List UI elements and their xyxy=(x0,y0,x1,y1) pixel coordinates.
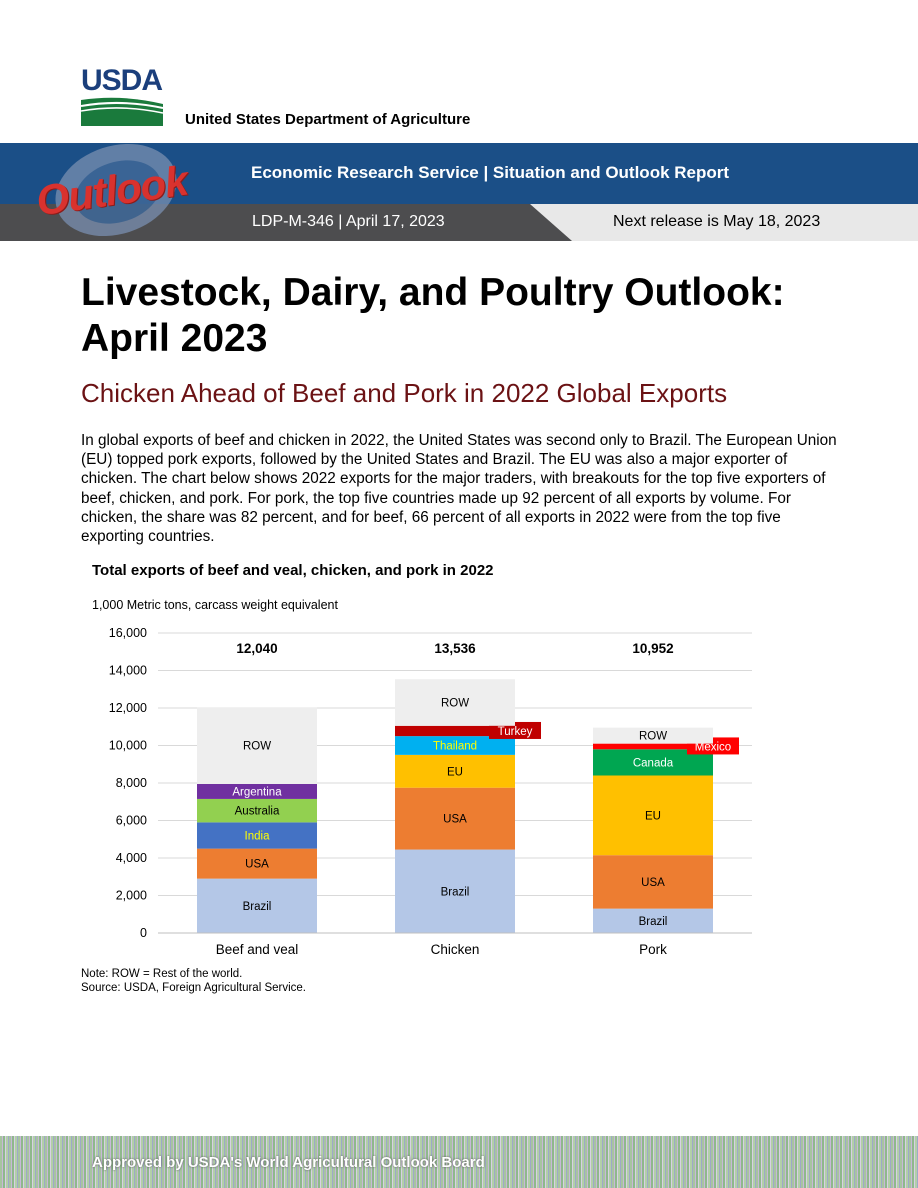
bar-segment xyxy=(593,743,713,750)
segment-label: USA xyxy=(641,877,665,889)
total-label: 12,040 xyxy=(236,641,277,656)
y-tick-label: 12,000 xyxy=(109,701,147,715)
y-tick-label: 4,000 xyxy=(116,851,147,865)
footer-text: Approved by USDA's World Agricultural Ou… xyxy=(92,1154,485,1171)
chart-title: Total exports of beef and veal, chicken,… xyxy=(92,562,494,579)
bar-segment xyxy=(395,754,515,788)
bar-segment xyxy=(593,908,713,933)
segment-label: Turkey xyxy=(498,726,533,738)
segment-label: USA xyxy=(245,859,269,871)
y-tick-label: 14,000 xyxy=(109,664,147,678)
segment-label: Brazil xyxy=(639,916,668,928)
chart-y-axis-label: 1,000 Metric tons, carcass weight equiva… xyxy=(92,598,338,612)
segment-label: EU xyxy=(447,766,463,778)
usda-logo: USDA xyxy=(81,66,165,126)
usda-logo-text: USDA xyxy=(81,64,163,97)
footer-band xyxy=(0,1136,918,1188)
bar-segment xyxy=(395,736,515,755)
y-tick-label: 10,000 xyxy=(109,739,147,753)
total-label: 13,536 xyxy=(434,641,476,656)
segment-label: ROW xyxy=(639,731,667,743)
article-body: In global exports of beef and chicken in… xyxy=(81,432,837,546)
bar-segment xyxy=(197,822,317,849)
chart-notes: Note: ROW = Rest of the world. Source: U… xyxy=(81,967,306,995)
page-title: Livestock, Dairy, and Poultry Outlook: A… xyxy=(81,271,785,360)
chart-source: Source: USDA, Foreign Agricultural Servi… xyxy=(81,982,306,994)
y-tick-label: 0 xyxy=(140,926,147,940)
bar-segment xyxy=(197,878,317,933)
article-subtitle: Chicken Ahead of Beef and Pork in 2022 G… xyxy=(81,378,728,408)
y-tick-label: 8,000 xyxy=(116,776,147,790)
bar-segment xyxy=(395,787,515,850)
segment-label: Argentina xyxy=(232,786,282,798)
next-release-date: Next release is May 18, 2023 xyxy=(613,213,821,230)
bar-segment xyxy=(197,707,317,784)
usda-swoosh-icon xyxy=(81,97,163,126)
segment-label: Mexico xyxy=(695,741,731,753)
bar-segment xyxy=(197,848,317,879)
segment-label: ROW xyxy=(243,741,271,753)
outlook-logo-icon xyxy=(55,143,177,237)
segment-label: Thailand xyxy=(433,741,477,753)
bar-segment xyxy=(197,783,317,799)
bar-segment xyxy=(395,849,515,933)
segment-label: Australia xyxy=(235,806,280,818)
callout-box xyxy=(489,721,541,739)
bar-segment xyxy=(395,725,515,737)
segment-label: Brazil xyxy=(441,886,470,898)
bar-segment xyxy=(197,798,317,823)
segment-label: Brazil xyxy=(243,901,272,913)
segment-label: ROW xyxy=(441,698,469,710)
segment-label: India xyxy=(245,831,271,843)
chart-note: Note: ROW = Rest of the world. xyxy=(81,968,243,980)
x-tick-label: Chicken xyxy=(431,942,480,957)
total-label: 10,952 xyxy=(632,641,673,656)
report-id: LDP-M-346 | April 17, 2023 xyxy=(252,213,445,230)
stacked-bar-chart: 0 2,000 4,000 6,000 8,000 10,000 12,000 14,000 1… xyxy=(109,626,752,957)
segment-label: USA xyxy=(443,814,467,826)
y-tick-label: 6,000 xyxy=(116,814,147,828)
x-tick-label: Pork xyxy=(639,942,667,957)
y-tick-label: 2,000 xyxy=(116,889,147,903)
banner-title: Economic Research Service | Situation an… xyxy=(251,163,730,182)
bar-segment xyxy=(593,855,713,909)
x-tick-label: Beef and veal xyxy=(216,942,299,957)
bar-segment xyxy=(593,727,713,744)
y-tick-label: 16,000 xyxy=(109,626,147,640)
agency-name: United States Department of Agriculture xyxy=(185,111,471,128)
segment-label: Canada xyxy=(633,757,674,769)
bar-segment xyxy=(395,679,515,726)
segment-label: EU xyxy=(645,810,661,822)
bar-segment xyxy=(593,775,713,856)
